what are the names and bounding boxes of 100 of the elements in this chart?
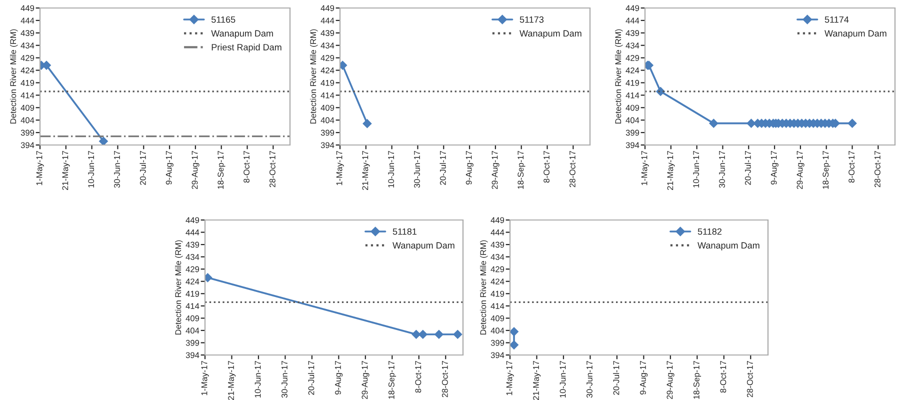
y-tick-label: 399 bbox=[20, 130, 34, 136]
x-tick-label: 29-Aug-17 bbox=[492, 150, 500, 190]
y-tick-label: 424 bbox=[626, 67, 640, 74]
x-tick-label: 9-Aug-17 bbox=[335, 360, 343, 394]
y-tick-label: 409 bbox=[320, 104, 334, 111]
x-tick-label: 21-May-17 bbox=[362, 150, 370, 190]
y-tick-label: 444 bbox=[20, 18, 34, 24]
legend-label: 51165 bbox=[212, 16, 236, 23]
y-axis-title: Detection River Mile (RM) bbox=[310, 29, 318, 124]
x-tick-label: 1-May-17 bbox=[201, 360, 209, 396]
x-tick-label: 28-Oct-17 bbox=[569, 150, 576, 188]
y-tick-label: 399 bbox=[186, 340, 200, 346]
x-tick-label: 18-Sep-17 bbox=[518, 150, 526, 189]
x-tick-label: 1-May-17 bbox=[641, 150, 649, 186]
y-tick-label: 394 bbox=[626, 142, 640, 148]
y-tick-label: 414 bbox=[320, 92, 334, 98]
x-tick-label: 18-Sep-17 bbox=[388, 360, 396, 399]
y-tick-label: 414 bbox=[20, 92, 34, 98]
legend-label: Wanapum Dam bbox=[824, 30, 886, 38]
x-tick-label: 9-Aug-17 bbox=[166, 150, 174, 184]
y-tick-label: 424 bbox=[20, 67, 34, 74]
x-tick-label: 10-Jun-17 bbox=[560, 360, 566, 398]
y-tick-label: 414 bbox=[626, 92, 640, 98]
y-tick-label: 439 bbox=[490, 242, 504, 248]
x-tick-label: 29-Aug-17 bbox=[796, 150, 804, 190]
x-tick-label: 30-Jun-17 bbox=[414, 150, 420, 188]
y-tick-label: 449 bbox=[626, 5, 640, 12]
y-tick-label: 429 bbox=[186, 266, 200, 272]
x-tick-label: 8-Oct-17 bbox=[848, 150, 854, 183]
y-tick-label: 409 bbox=[20, 104, 34, 111]
y-tick-label: 399 bbox=[490, 340, 504, 346]
y-tick-label: 429 bbox=[20, 55, 34, 61]
y-tick-label: 434 bbox=[320, 42, 334, 48]
y-axis-title: Detection River Mile (RM) bbox=[174, 240, 183, 335]
x-tick-label: 30-Jun-17 bbox=[282, 360, 288, 398]
y-axis-title: Detection River Mile (RM) bbox=[10, 29, 18, 124]
y-tick-label: 424 bbox=[490, 278, 504, 284]
x-tick-label: 30-Jun-17 bbox=[586, 360, 592, 398]
y-tick-label: 439 bbox=[186, 242, 200, 248]
x-tick-label: 8-Oct-17 bbox=[244, 150, 250, 183]
x-tick-label: 29-Aug-17 bbox=[362, 360, 370, 400]
y-tick-label: 399 bbox=[320, 130, 334, 136]
x-tick-label: 30-Jun-17 bbox=[719, 150, 725, 188]
y-tick-label: 414 bbox=[186, 303, 200, 309]
y-tick-label: 419 bbox=[320, 80, 334, 86]
x-tick-label: 10-Jun-17 bbox=[88, 150, 94, 188]
y-tick-label: 429 bbox=[626, 55, 640, 61]
x-tick-label: 18-Sep-17 bbox=[218, 150, 226, 189]
x-tick-label: 1-May-17 bbox=[36, 150, 44, 186]
y-tick-label: 404 bbox=[20, 117, 34, 124]
x-tick-label: 21-May-17 bbox=[228, 360, 236, 400]
y-tick-label: 439 bbox=[20, 30, 34, 36]
x-tick-label: 1-May-17 bbox=[506, 360, 514, 396]
x-tick-label: 10-Jun-17 bbox=[693, 150, 700, 188]
legend-label: 51174 bbox=[824, 16, 849, 23]
x-tick-label: 20-Jul-17 bbox=[613, 360, 620, 395]
y-tick-label: 424 bbox=[320, 67, 334, 74]
x-tick-label: 29-Aug-17 bbox=[192, 150, 200, 190]
x-tick-label: 20-Jul-17 bbox=[308, 360, 314, 395]
x-tick-label: 8-Oct-17 bbox=[415, 360, 422, 393]
y-tick-label: 434 bbox=[626, 42, 640, 48]
legend-label: Priest Rapid Dam bbox=[212, 44, 282, 52]
y-tick-label: 434 bbox=[490, 254, 504, 260]
y-tick-label: 414 bbox=[490, 303, 504, 309]
x-tick-label: 21-May-17 bbox=[667, 150, 675, 190]
y-tick-label: 439 bbox=[320, 30, 334, 36]
y-tick-label: 394 bbox=[20, 142, 34, 148]
y-tick-label: 404 bbox=[626, 117, 640, 124]
x-tick-label: 28-Oct-17 bbox=[746, 360, 753, 398]
y-tick-label: 439 bbox=[626, 30, 640, 36]
y-tick-label: 434 bbox=[186, 254, 200, 260]
y-tick-label: 394 bbox=[186, 352, 200, 358]
x-tick-label: 20-Jul-17 bbox=[744, 150, 751, 185]
x-tick-label: 1-May-17 bbox=[336, 150, 344, 186]
point bbox=[848, 118, 857, 128]
x-tick-label: 10-Jun-17 bbox=[254, 360, 261, 398]
x-tick-label: 20-Jul-17 bbox=[140, 150, 146, 185]
y-tick-label: 409 bbox=[186, 315, 200, 322]
y-tick-label: 404 bbox=[186, 328, 200, 334]
x-tick-label: 18-Sep-17 bbox=[693, 360, 702, 399]
y-tick-label: 419 bbox=[626, 80, 640, 86]
y-tick-label: 444 bbox=[626, 18, 640, 24]
y-axis-title: Detection River Mile (RM) bbox=[480, 240, 488, 335]
x-tick-label: 8-Oct-17 bbox=[544, 150, 550, 183]
x-tick-label: 30-Jun-17 bbox=[114, 150, 120, 188]
legend-label: 51181 bbox=[392, 228, 416, 235]
x-tick-label: 29-Aug-17 bbox=[666, 360, 674, 400]
x-tick-label: 21-May-17 bbox=[533, 360, 541, 400]
legend-label: Wanapum Dam bbox=[211, 30, 273, 38]
legend-label: Wanapum Dam bbox=[392, 242, 454, 250]
y-tick-label: 434 bbox=[20, 42, 34, 48]
legend-label: 51182 bbox=[698, 228, 722, 235]
point bbox=[709, 118, 718, 128]
x-tick-label: 28-Oct-17 bbox=[269, 150, 276, 188]
y-tick-label: 429 bbox=[490, 266, 504, 272]
x-tick-label: 9-Aug-17 bbox=[466, 150, 474, 184]
y-tick-label: 444 bbox=[186, 230, 200, 236]
y-tick-label: 409 bbox=[490, 315, 504, 322]
x-tick-label: 28-Oct-17 bbox=[442, 360, 448, 398]
y-tick-label: 449 bbox=[20, 5, 34, 12]
